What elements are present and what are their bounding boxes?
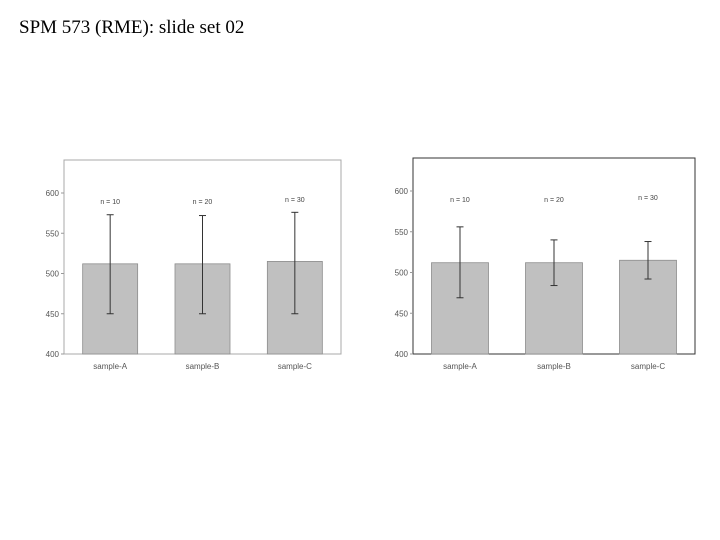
right-category-label-sample-C: sample-C (631, 362, 665, 371)
right-y-tick-label: 500 (395, 269, 409, 278)
right-n-annotation-sample-A: n = 10 (450, 197, 470, 204)
right-category-label-sample-B: sample-B (537, 362, 571, 371)
bar-chart-left: 400 450 500 550 600 n = 10 sample-A n = 20 sampl… (18, 150, 348, 372)
left-n-annotation-sample-B: n = 20 (193, 199, 213, 206)
bar-chart-right-svg: 400 450 500 550 600 n = 10 sample-A n = 20 sampl… (395, 157, 696, 371)
left-y-tick-label: 500 (46, 270, 60, 279)
right-n-annotation-sample-C: n = 30 (638, 195, 658, 202)
left-category-label-sample-C: sample-C (278, 362, 312, 371)
bar-chart-right: 400 450 500 550 600 n = 10 sample-A n = 20 sampl… (366, 150, 701, 372)
bar-chart-left-svg: 400 450 500 550 600 n = 10 sample-A n = 20 sampl… (46, 159, 342, 371)
left-category-label-sample-B: sample-B (186, 362, 220, 371)
left-category-label-sample-A: sample-A (93, 362, 127, 371)
right-category-label-sample-A: sample-A (443, 362, 477, 371)
slide-title: SPM 573 (RME): slide set 02 (19, 17, 245, 38)
left-n-annotation-sample-A: n = 10 (100, 199, 120, 206)
left-y-tick-label: 600 (46, 189, 60, 198)
left-y-tick-label: 450 (46, 310, 60, 319)
right-n-annotation-sample-B: n = 20 (544, 197, 564, 204)
right-y-tick-label: 450 (395, 309, 409, 318)
left-n-annotation-sample-C: n = 30 (285, 197, 305, 204)
right-y-tick-label: 550 (395, 228, 409, 237)
left-y-tick-label: 400 (46, 350, 60, 359)
right-y-tick-label: 400 (395, 350, 409, 359)
right-y-tick-label: 600 (395, 187, 409, 196)
left-y-tick-label: 550 (46, 229, 60, 238)
